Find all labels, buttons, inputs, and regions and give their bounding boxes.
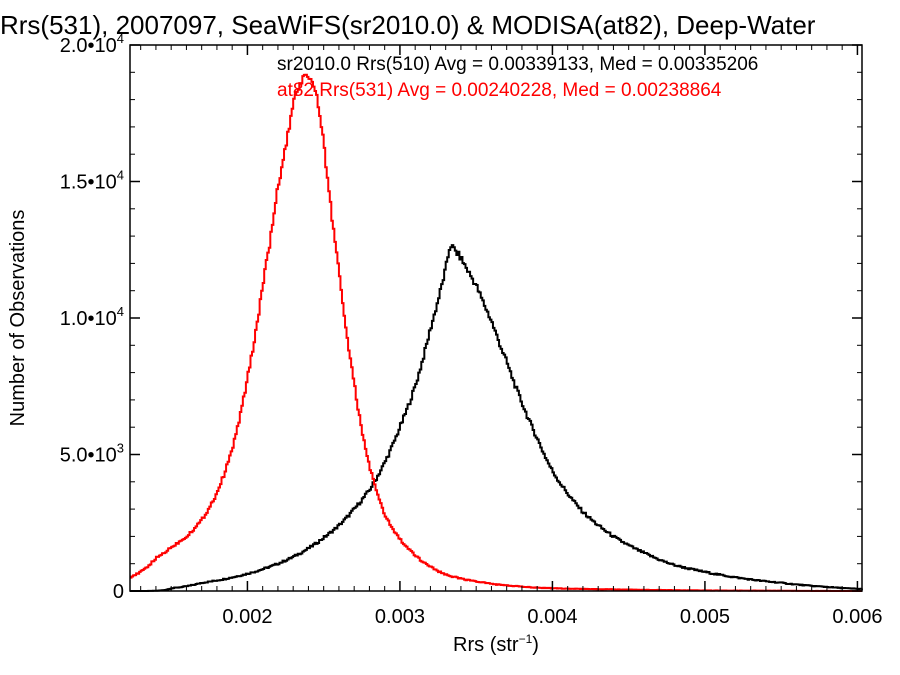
x-tick-label: 0.004 [527,606,577,628]
y-axis-label: Number of Observations [7,210,29,427]
x-axis-label: Rrs (str−1) [453,632,539,656]
y-tick-label: 0 [113,581,124,603]
y-tick-label: 1.0•104 [60,304,124,330]
y-tick-label: 5.0•103 [60,441,124,467]
x-tick-label: 0.002 [222,606,272,628]
tick-layer: 0.002 0.003 0.004 0.005 0.006 0 5.0•103 1.0•104… [60,31,883,628]
series-line-sr2010 [130,244,863,592]
chart-title: Rrs(531), 2007097, SeaWiFS(sr2010.0) & M… [0,10,816,40]
y-tick-label: 1.5•104 [60,168,124,194]
x-tick-label: 0.005 [680,606,730,628]
legend-at82-annotation: at82 Rrs(531) Avg = 0.00240228, Med = 0.… [277,80,722,101]
y-tick-label: 2.0•104 [60,31,124,57]
x-tick-label: 0.006 [832,606,882,628]
x-tick-label: 0.003 [375,606,425,628]
legend-sr2010-annotation: sr2010.0 Rrs(510) Avg = 0.00339133, Med … [277,54,758,75]
